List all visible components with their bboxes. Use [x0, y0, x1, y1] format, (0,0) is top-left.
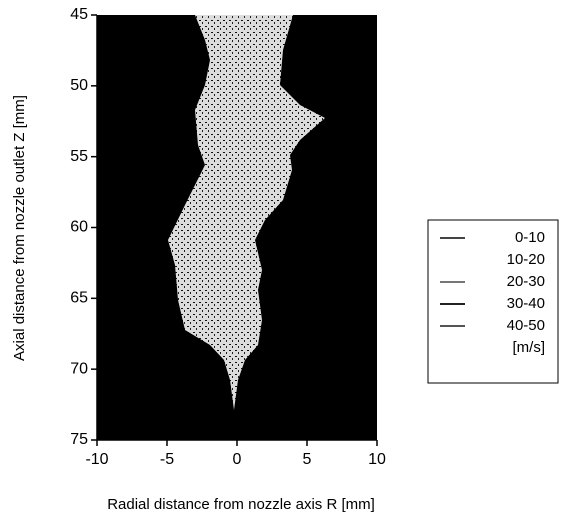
legend-label: 20-30 [507, 273, 545, 290]
legend-label: 40-50 [507, 317, 545, 334]
x-tick-label: 0 [233, 451, 242, 468]
x-tick-label: -5 [160, 451, 174, 468]
y-tick-label: 70 [70, 360, 88, 377]
legend-label: 30-40 [507, 295, 545, 312]
y-tick-label: 55 [70, 148, 88, 165]
y-tick-label: 60 [70, 219, 88, 236]
legend-box [427, 219, 559, 384]
legend: 0-10 10-20 20-30 30-40 40-50 [m/s] [440, 229, 545, 356]
y-tick-label: 75 [70, 431, 88, 448]
x-tick-label: -10 [85, 451, 108, 468]
x-tick-label: 10 [368, 451, 386, 468]
x-axis-title: Radial distance from nozzle axis R [mm] [107, 496, 375, 513]
legend-unit: [m/s] [513, 339, 546, 356]
legend-label: 0-10 [515, 229, 545, 246]
y-tick-label: 50 [70, 77, 88, 94]
spray-plume [168, 15, 325, 410]
y-axis-title: Axial distance from nozzle outlet Z [mm] [11, 95, 28, 361]
y-tick-label: 65 [70, 290, 88, 307]
x-tick-label: 5 [303, 451, 312, 468]
y-tick-label: 45 [70, 6, 88, 23]
legend-label: 10-20 [507, 251, 545, 268]
